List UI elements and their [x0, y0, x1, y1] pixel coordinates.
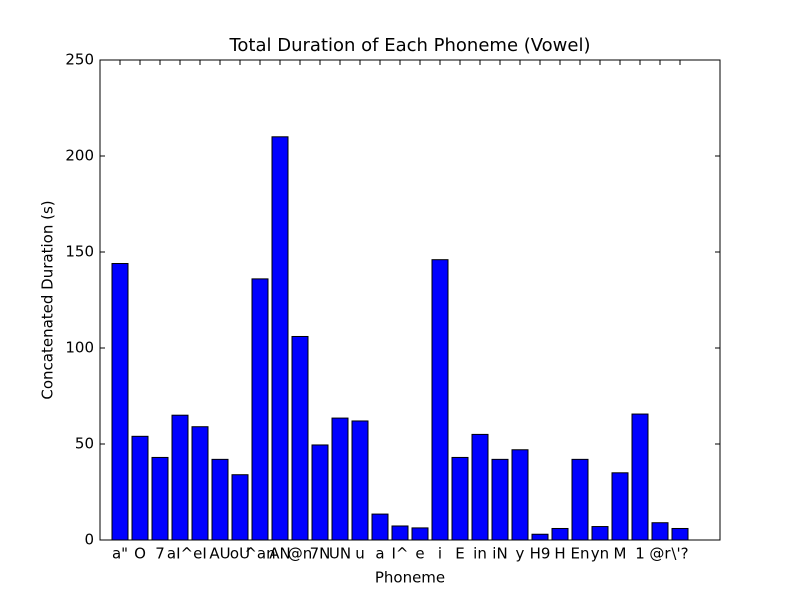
x-tick-label: 7	[155, 545, 165, 563]
bar	[391, 525, 409, 541]
bar	[111, 263, 129, 541]
bar	[531, 533, 549, 541]
y-tick-label: 250	[65, 51, 94, 69]
y-axis-label: Concatenated Duration (s)	[39, 200, 57, 399]
x-tick-label: a"	[112, 545, 128, 563]
x-tick-label: aI^	[167, 545, 193, 563]
bar	[451, 456, 469, 541]
x-tick-label: @r	[649, 545, 671, 563]
bar	[671, 527, 689, 541]
x-tick-label: H	[554, 545, 565, 563]
bar	[171, 414, 189, 541]
bar	[231, 474, 249, 541]
y-tick-label: 200	[65, 147, 94, 165]
bar	[191, 426, 209, 541]
bar	[311, 444, 329, 541]
x-tick-label: e	[415, 545, 424, 563]
x-tick-label: @n	[288, 545, 313, 563]
y-tick-label: 150	[65, 243, 94, 261]
bar	[431, 259, 449, 541]
x-tick-label: iN	[492, 545, 507, 563]
bar	[131, 435, 149, 541]
x-tick-label: \'?	[671, 545, 688, 563]
plot-frame	[99, 59, 721, 541]
bar	[371, 513, 389, 541]
x-tick-label: u	[355, 545, 365, 563]
y-tick-label: 0	[84, 531, 94, 549]
bar	[151, 456, 169, 541]
x-tick-label: 7N	[310, 545, 331, 563]
x-tick-label: i	[438, 545, 442, 563]
y-tick-label: 50	[75, 435, 94, 453]
x-tick-label: M	[614, 545, 627, 563]
x-axis-label: Phoneme	[375, 569, 445, 587]
x-tick-label: y	[516, 545, 525, 563]
bar	[211, 458, 229, 541]
bar	[331, 417, 349, 541]
x-tick-label: O	[134, 545, 146, 563]
bar	[291, 335, 309, 541]
x-tick-label: AU	[209, 545, 230, 563]
x-tick-label: eI	[193, 545, 207, 563]
x-tick-label: UN	[329, 545, 351, 563]
bar	[251, 278, 269, 541]
x-tick-label: oU	[230, 545, 250, 563]
bar	[511, 449, 529, 541]
bar	[651, 522, 669, 541]
bar	[351, 420, 369, 541]
bar	[611, 472, 629, 541]
bar	[571, 458, 589, 541]
x-tick-label: I^	[392, 545, 409, 563]
x-tick-label: En	[571, 545, 590, 563]
x-tick-label: yn	[591, 545, 609, 563]
x-tick-label: AN	[269, 545, 290, 563]
bar	[271, 136, 289, 541]
x-tick-label: E	[455, 545, 464, 563]
bar	[411, 527, 429, 541]
bar	[491, 458, 509, 541]
chart-title: Total Duration of Each Phoneme (Vowel)	[228, 35, 590, 56]
x-tick-label: a	[375, 545, 384, 563]
bar	[471, 433, 489, 541]
x-tick-label: 1	[635, 545, 645, 563]
bar	[631, 413, 649, 541]
bar	[591, 526, 609, 541]
x-tick-label: in	[473, 545, 487, 563]
y-tick-label: 100	[65, 339, 94, 357]
bar	[551, 527, 569, 541]
x-tick-label: ^an	[244, 545, 275, 563]
x-tick-label: H9	[530, 545, 551, 563]
